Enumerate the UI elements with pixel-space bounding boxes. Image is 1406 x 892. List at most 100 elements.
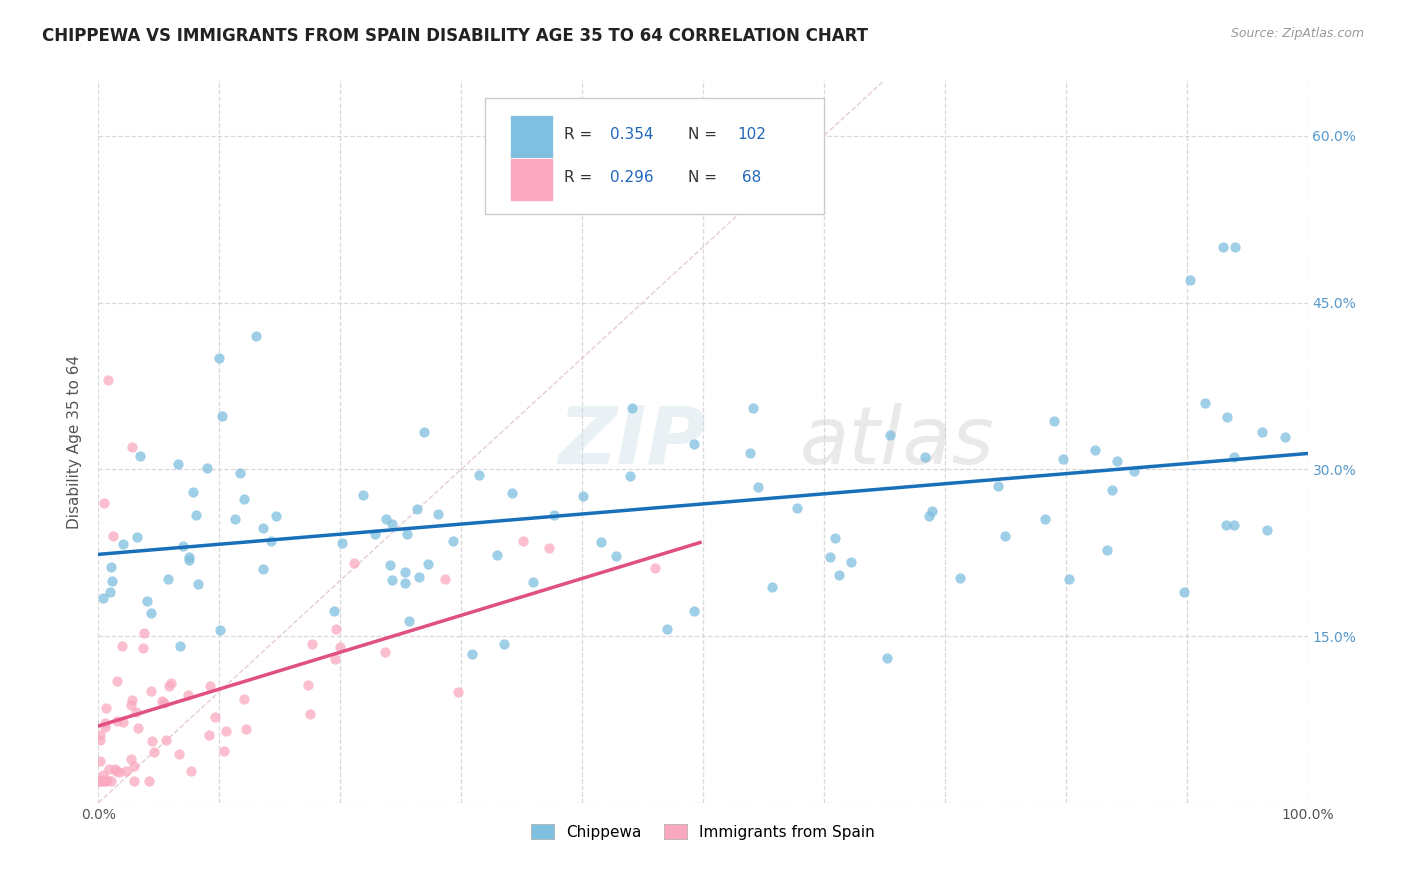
- Point: [105, 764, 128, 778]
- Point: [252, 521, 274, 535]
- Point: [1274, 430, 1296, 444]
- Point: [1251, 425, 1274, 440]
- Point: [1033, 512, 1056, 526]
- Point: [183, 484, 205, 499]
- Point: [381, 574, 404, 588]
- Point: [394, 576, 416, 591]
- Text: ZIP: ZIP: [558, 402, 706, 481]
- Point: [127, 721, 149, 735]
- Point: [1107, 453, 1129, 467]
- Point: [96, 701, 118, 715]
- Point: [141, 734, 163, 748]
- Point: [108, 764, 131, 779]
- Point: [408, 569, 430, 583]
- Point: [987, 479, 1010, 493]
- Point: [418, 558, 440, 572]
- Point: [114, 764, 136, 779]
- Point: [94, 720, 117, 734]
- Point: [1123, 464, 1146, 478]
- Point: [198, 679, 221, 693]
- Point: [413, 425, 436, 439]
- Point: [96, 773, 118, 788]
- Point: [233, 692, 256, 706]
- Text: atlas: atlas: [800, 402, 994, 481]
- Point: [323, 604, 346, 618]
- Point: [298, 706, 321, 721]
- Point: [235, 723, 257, 737]
- Point: [152, 696, 174, 710]
- Point: [879, 428, 901, 442]
- Point: [129, 449, 152, 463]
- Point: [1173, 585, 1195, 599]
- Point: [1052, 452, 1074, 467]
- Point: [1215, 518, 1237, 533]
- Point: [122, 773, 145, 788]
- Point: [1223, 450, 1246, 464]
- Point: [1212, 240, 1234, 254]
- Point: [375, 512, 398, 526]
- Point: [447, 685, 470, 699]
- Point: [172, 539, 194, 553]
- Point: [1097, 543, 1119, 558]
- Point: [125, 705, 148, 719]
- Text: 0.354: 0.354: [610, 127, 654, 142]
- Point: [1222, 518, 1244, 533]
- Point: [93, 496, 115, 510]
- Point: [122, 759, 145, 773]
- Point: [537, 541, 560, 555]
- Point: [683, 436, 706, 450]
- Point: [747, 480, 769, 494]
- Point: [139, 606, 162, 620]
- FancyBboxPatch shape: [485, 98, 824, 214]
- Point: [786, 501, 808, 516]
- Point: [824, 531, 846, 545]
- Point: [1059, 573, 1081, 587]
- Point: [91, 768, 114, 782]
- Point: [839, 555, 862, 569]
- Point: [394, 565, 416, 579]
- Point: [89, 732, 111, 747]
- Point: [325, 622, 347, 636]
- Point: [245, 329, 267, 343]
- Point: [127, 530, 149, 544]
- Point: [433, 572, 456, 586]
- Point: [89, 728, 111, 742]
- Point: [297, 678, 319, 692]
- Point: [120, 752, 142, 766]
- Point: [323, 652, 346, 666]
- Point: [233, 492, 256, 507]
- Point: [177, 553, 200, 567]
- Text: R =: R =: [564, 127, 598, 142]
- Point: [619, 469, 641, 483]
- Point: [914, 450, 936, 464]
- Point: [683, 604, 706, 618]
- Point: [142, 745, 165, 759]
- Point: [644, 561, 666, 575]
- Point: [120, 698, 142, 713]
- Point: [208, 623, 231, 637]
- Point: [195, 461, 218, 475]
- Point: [159, 676, 181, 690]
- Point: [97, 373, 120, 387]
- Point: [381, 516, 404, 531]
- Point: [167, 457, 190, 471]
- Point: [742, 401, 765, 415]
- Point: [89, 754, 111, 768]
- Text: 102: 102: [737, 127, 766, 142]
- Point: [252, 561, 274, 575]
- Point: [512, 533, 534, 548]
- Point: [876, 651, 898, 665]
- Point: [330, 536, 353, 550]
- Point: [184, 508, 207, 522]
- Point: [101, 574, 124, 588]
- Point: [1084, 443, 1107, 458]
- Point: [501, 485, 523, 500]
- Point: [111, 536, 134, 550]
- Point: [1225, 240, 1247, 254]
- Point: [208, 351, 231, 366]
- Point: [918, 508, 941, 523]
- Text: 0.296: 0.296: [610, 170, 654, 186]
- FancyBboxPatch shape: [509, 158, 553, 201]
- Point: [1194, 396, 1216, 410]
- Point: [948, 570, 970, 584]
